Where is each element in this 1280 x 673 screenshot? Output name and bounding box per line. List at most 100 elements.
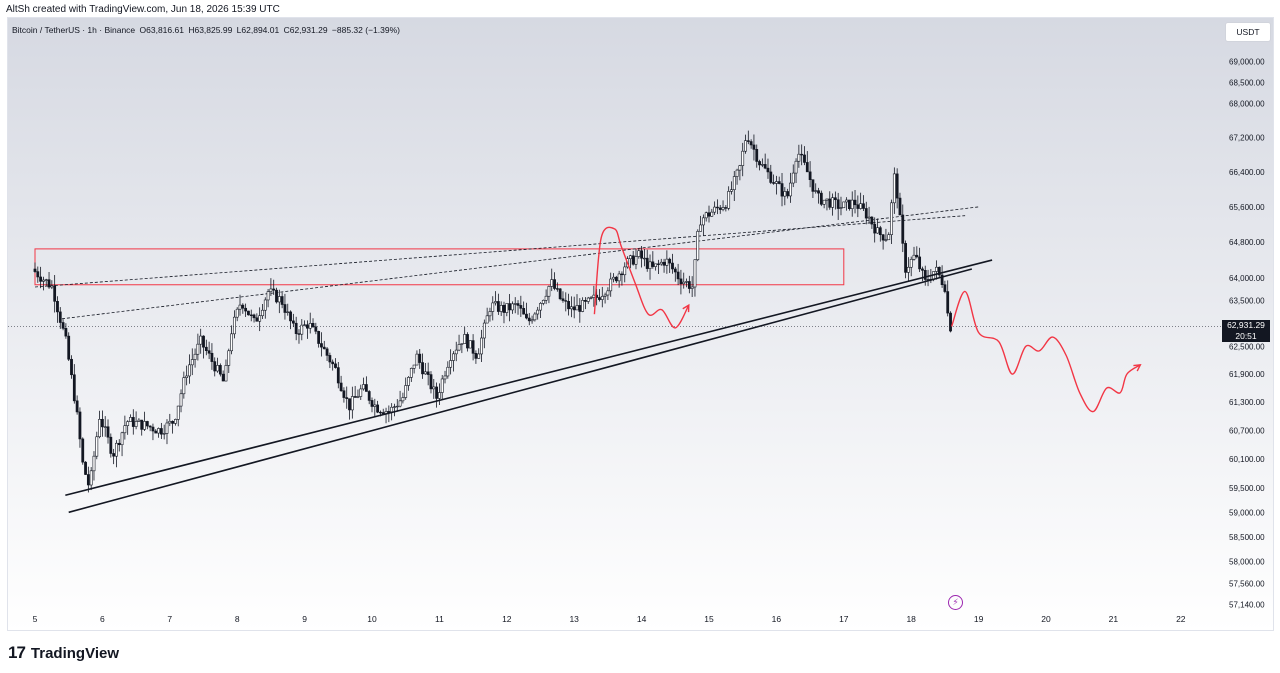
candle-body bbox=[373, 404, 377, 407]
candle-body bbox=[870, 216, 874, 225]
candle-body bbox=[817, 190, 820, 194]
tradingview-logo[interactable]: 17 TradingView bbox=[8, 643, 119, 663]
candle-body bbox=[131, 417, 135, 427]
candle-body bbox=[693, 259, 697, 288]
last-price: 62,931.29 bbox=[1227, 320, 1265, 330]
y-tick-label: 60,700.00 bbox=[1229, 426, 1265, 435]
x-tick-label: 18 bbox=[906, 614, 916, 624]
candle-body bbox=[721, 207, 725, 210]
x-tick-label: 17 bbox=[839, 614, 849, 624]
candle-body bbox=[783, 191, 787, 197]
candle-body bbox=[887, 234, 891, 241]
lightning-icon[interactable]: ⚡ bbox=[948, 595, 963, 610]
candle-body bbox=[255, 317, 259, 322]
candle-body bbox=[662, 261, 666, 266]
chart-area[interactable]: 5 6 7 8 9 10 11 12 13 14 15 16 17 18 19 20 21 22 69,000.0… bbox=[7, 17, 1274, 631]
candle-body bbox=[673, 268, 677, 273]
candle-body bbox=[466, 334, 469, 349]
candle-body bbox=[485, 315, 489, 324]
symbol-info-bar: Bitcoin / TetherUS · 1h · Binance O63,81… bbox=[12, 25, 402, 35]
y-tick-label: 63,500.00 bbox=[1229, 297, 1265, 306]
candle-body bbox=[325, 348, 329, 356]
candle-body bbox=[261, 309, 264, 317]
candle-body bbox=[294, 322, 298, 334]
candle-body bbox=[230, 333, 233, 352]
earlier-projection-path-arrowhead bbox=[682, 303, 690, 313]
candle-body bbox=[544, 295, 548, 301]
y-tick-label: 68,000.00 bbox=[1229, 99, 1265, 108]
candle-body bbox=[906, 266, 910, 273]
x-tick-label: 20 bbox=[1041, 614, 1051, 624]
candle-body bbox=[303, 324, 307, 326]
candle-body bbox=[505, 303, 509, 313]
high-value: H63,825.99 bbox=[188, 25, 233, 35]
candle-body bbox=[628, 255, 632, 260]
candle-body bbox=[221, 373, 225, 382]
candle-body bbox=[606, 290, 610, 296]
candle-body bbox=[70, 358, 73, 376]
candle-body bbox=[98, 419, 101, 438]
candle-body bbox=[362, 384, 365, 390]
candle-body bbox=[159, 428, 163, 435]
candle-body bbox=[168, 420, 172, 424]
candle-body bbox=[949, 312, 952, 332]
candle-body bbox=[676, 271, 680, 280]
candle-body bbox=[432, 386, 436, 390]
x-tick-label: 7 bbox=[167, 614, 172, 624]
candle-body bbox=[154, 430, 158, 434]
chart-credit: AltSh created with TradingView.com, Jun … bbox=[6, 4, 280, 15]
candle-body bbox=[213, 361, 217, 372]
candle-body bbox=[864, 208, 868, 219]
x-tick-label: 5 bbox=[33, 614, 38, 624]
candle-body bbox=[129, 417, 132, 422]
candle-body bbox=[614, 276, 618, 282]
candle-body bbox=[443, 375, 447, 380]
candle-body bbox=[81, 438, 85, 463]
candle-body bbox=[75, 400, 79, 413]
candle-body bbox=[412, 364, 416, 369]
candle-body bbox=[878, 227, 882, 236]
candle-body bbox=[525, 313, 528, 319]
currency-button[interactable]: USDT bbox=[1225, 22, 1271, 42]
candle-body bbox=[387, 411, 391, 413]
candle-body bbox=[283, 304, 287, 313]
candle-body bbox=[873, 223, 877, 234]
candle-body bbox=[336, 367, 340, 384]
candle-body bbox=[833, 197, 837, 201]
candle-body bbox=[328, 355, 332, 363]
candle-body bbox=[446, 366, 450, 377]
candle-body bbox=[598, 297, 601, 300]
candle-body bbox=[190, 359, 194, 366]
candle-body bbox=[654, 263, 658, 267]
price-chart[interactable]: 5 6 7 8 9 10 11 12 13 14 15 16 17 18 19 20 21 22 69,000.0… bbox=[8, 18, 1274, 631]
candle-body bbox=[367, 391, 371, 401]
candle-body bbox=[685, 281, 688, 283]
candle-body bbox=[539, 303, 542, 311]
candle-body bbox=[210, 352, 214, 362]
candle-body bbox=[269, 288, 273, 292]
candle-body bbox=[92, 455, 96, 472]
candle-body bbox=[710, 211, 714, 217]
candle-body bbox=[188, 364, 191, 377]
y-tick-label: 69,000.00 bbox=[1229, 57, 1265, 66]
candle-body bbox=[575, 305, 579, 311]
candle-body bbox=[581, 300, 585, 312]
candle-body bbox=[272, 288, 276, 291]
candle-body bbox=[657, 263, 660, 265]
candle-body bbox=[418, 353, 422, 363]
candle-body bbox=[707, 212, 711, 217]
candle-body bbox=[50, 285, 54, 288]
symbol-name[interactable]: Bitcoin / TetherUS · 1h · Binance bbox=[12, 25, 136, 35]
candle-body bbox=[755, 149, 759, 162]
candle-body bbox=[716, 206, 719, 209]
candle-body bbox=[204, 346, 208, 351]
candle-body bbox=[600, 296, 604, 300]
candle-body bbox=[687, 281, 691, 289]
candle-body bbox=[822, 199, 826, 205]
candle-body bbox=[463, 334, 467, 344]
candle-body bbox=[339, 382, 343, 392]
candle-body bbox=[564, 300, 568, 302]
x-tick-label: 19 bbox=[974, 614, 984, 624]
candle-body bbox=[859, 203, 863, 209]
y-tick-label: 58,000.00 bbox=[1229, 558, 1265, 567]
